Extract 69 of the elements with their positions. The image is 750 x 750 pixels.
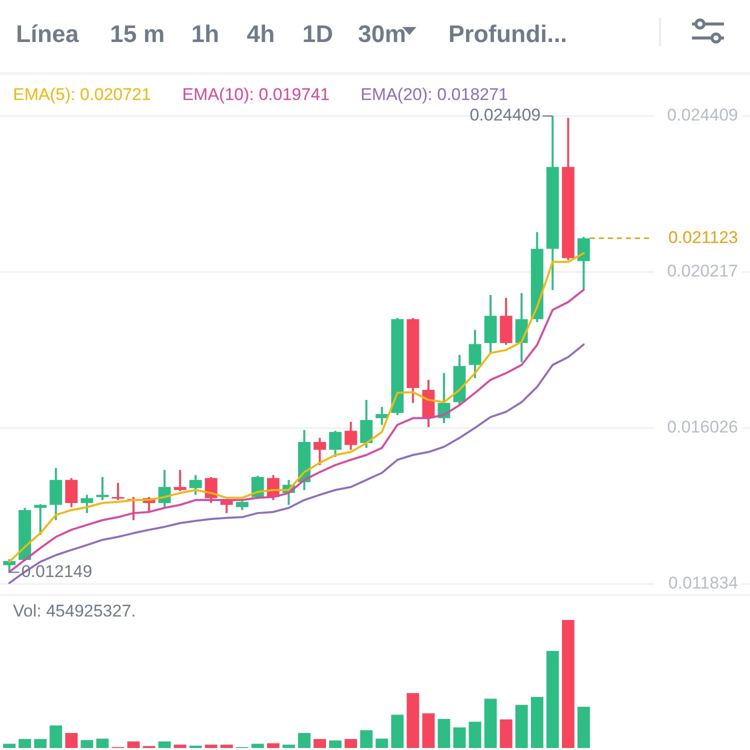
bar <box>3 744 16 748</box>
candlestick <box>34 503 47 536</box>
bar <box>546 650 559 748</box>
candlestick <box>3 558 16 574</box>
text: Línea <box>16 21 80 48</box>
bar <box>96 738 109 748</box>
candlestick <box>80 494 94 514</box>
candlestick <box>65 477 78 508</box>
candlestick <box>468 328 482 379</box>
candlestick <box>189 474 202 496</box>
y-tick-label: 0.016026 <box>667 417 738 436</box>
bar <box>468 722 482 748</box>
annotation: Vol: 454925327. <box>13 601 136 620</box>
bar <box>127 741 140 748</box>
bar <box>484 698 497 748</box>
candlestick <box>376 406 388 426</box>
candlestick <box>344 420 358 451</box>
y-tick-label: 0.011834 <box>668 573 738 592</box>
text: EMA(10): 0.019741 <box>182 85 330 104</box>
bar <box>515 704 528 748</box>
bar <box>18 739 32 748</box>
bar <box>282 744 295 748</box>
text: 4h <box>246 21 275 48</box>
bar <box>453 727 466 748</box>
bar <box>314 739 326 748</box>
y-tick-label: 0.024409 <box>667 105 738 124</box>
bar <box>65 733 78 748</box>
candlestick <box>360 398 373 449</box>
text: 1D <box>302 21 334 48</box>
ref-line-label: 0.021123 <box>668 228 738 247</box>
bar <box>360 730 373 748</box>
bar <box>406 693 420 748</box>
bar <box>251 744 264 748</box>
text: EMA(5): 0.020721 <box>13 85 151 104</box>
bar <box>204 744 218 748</box>
text: EMA(20): 0.018271 <box>360 85 508 104</box>
bar <box>530 696 544 748</box>
candlestick <box>577 236 590 292</box>
bar <box>577 706 590 748</box>
bar <box>438 718 450 748</box>
bar <box>376 738 388 748</box>
bar <box>34 739 47 748</box>
text: 30m <box>358 21 406 48</box>
text: Profundi... <box>448 21 568 48</box>
bar <box>298 733 310 748</box>
candlestick <box>204 476 218 504</box>
bar <box>344 739 358 748</box>
text: 1h <box>191 21 220 48</box>
bar <box>158 741 171 748</box>
bar <box>220 744 233 748</box>
bar <box>267 743 280 748</box>
bar <box>500 719 512 748</box>
bar <box>391 714 404 748</box>
annotation: 0.012149 <box>21 562 92 581</box>
candlestick <box>174 468 186 492</box>
line-series <box>8 343 585 584</box>
bar <box>80 740 94 748</box>
text: 15 m <box>110 21 165 48</box>
annotation: 0.024409 <box>470 105 541 124</box>
bar <box>329 740 342 748</box>
bar <box>50 725 62 748</box>
candlestick <box>314 436 326 466</box>
y-tick-label: 0.020217 <box>667 261 738 280</box>
bar <box>562 620 574 748</box>
bar <box>174 744 186 748</box>
candlestick <box>112 482 124 502</box>
candlestick <box>96 476 109 502</box>
candlestick <box>329 430 342 458</box>
bar <box>422 713 435 748</box>
